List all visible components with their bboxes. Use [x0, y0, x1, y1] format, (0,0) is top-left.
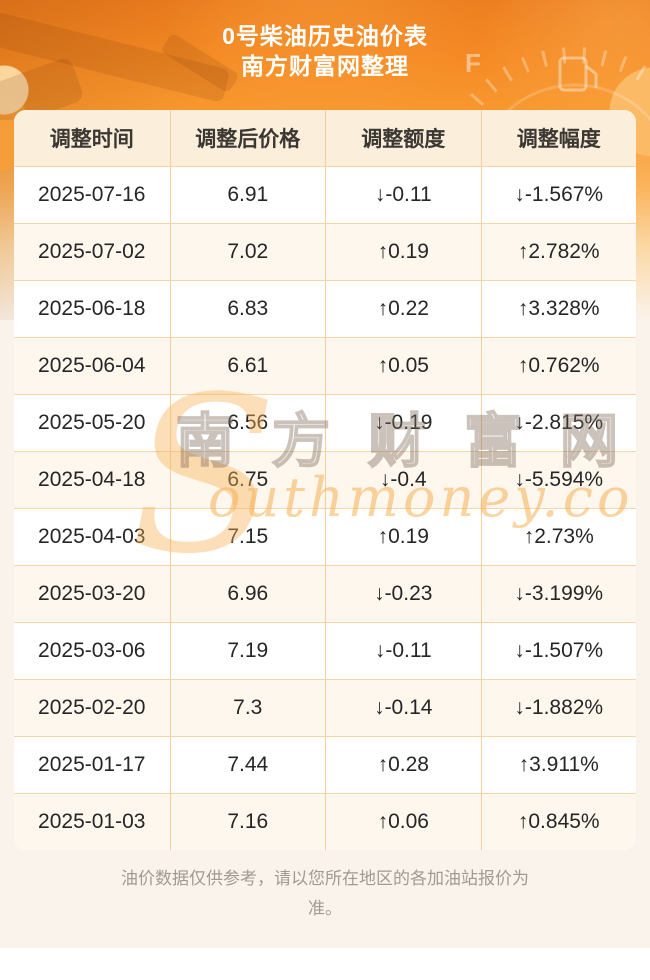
change-pct-cell: ↓-5.594%: [480, 452, 637, 508]
change-pct-cell: ↑2.73%: [480, 509, 637, 565]
change-pct-cell: ↓-1.567%: [480, 167, 637, 223]
disclaimer-text: 油价数据仅供参考，请以您所在地区的各加油站报价为准。: [121, 869, 529, 918]
price-cell: 7.15: [169, 509, 326, 565]
table-row: 2025-07-02 7.02 ↑0.19 ↑2.782%: [14, 223, 636, 280]
table-row: 2025-03-20 6.96 ↓-0.23 ↓-3.199%: [14, 565, 636, 622]
date-cell: 2025-06-18: [38, 297, 146, 320]
price-cell: 6.56: [169, 395, 326, 451]
table-row: 2025-06-04 6.61 ↑0.05 ↑0.762%: [14, 337, 636, 394]
table-row: 2025-04-03 7.15 ↑0.19 ↑2.73%: [14, 508, 636, 565]
page-title: 0号柴油历史油价表: [222, 23, 428, 49]
price-cell: 6.91: [169, 167, 326, 223]
table-body: 2025-07-16 6.91 ↓-0.11 ↓-1.567% 2025-07-…: [14, 166, 636, 850]
price-cell: 6.96: [169, 566, 326, 622]
page-subtitle: 南方财富网整理: [241, 53, 409, 79]
table-row: 2025-05-20 6.56 ↓-0.19 ↓-2.815%: [14, 394, 636, 451]
footer-disclaimer: 油价数据仅供参考，请以您所在地区的各加油站报价为准。: [65, 864, 585, 924]
change-pct-cell: ↓-1.882%: [480, 680, 637, 736]
date-cell: 2025-04-03: [38, 525, 146, 548]
price-cell: 7.44: [169, 737, 326, 793]
change-pct-cell: ↑0.845%: [480, 794, 637, 850]
table-row: 2025-02-20 7.3 ↓-0.14 ↓-1.882%: [14, 679, 636, 736]
date-cell: 2025-01-03: [38, 810, 146, 833]
change-cell: ↑0.19: [325, 509, 481, 565]
change-pct-cell: ↓-3.199%: [480, 566, 637, 622]
change-pct-cell: ↑0.762%: [480, 338, 637, 394]
change-cell: ↓-0.4: [325, 452, 481, 508]
column-header-change-amount: 调整额度: [325, 110, 481, 166]
date-cell: 2025-04-18: [38, 468, 146, 491]
change-pct-cell: ↓-1.507%: [480, 623, 637, 679]
change-pct-cell: ↑3.911%: [480, 737, 637, 793]
price-cell: 7.3: [169, 680, 326, 736]
date-cell: 2025-06-04: [38, 354, 146, 377]
change-cell: ↓-0.11: [325, 623, 481, 679]
table-row: 2025-07-16 6.91 ↓-0.11 ↓-1.567%: [14, 166, 636, 223]
price-cell: 7.16: [169, 794, 326, 850]
change-cell: ↑0.05: [325, 338, 481, 394]
change-pct-cell: ↓-2.815%: [480, 395, 637, 451]
date-cell: 2025-07-02: [38, 240, 146, 263]
change-cell: ↓-0.23: [325, 566, 481, 622]
price-cell: 7.19: [169, 623, 326, 679]
change-cell: ↓-0.14: [325, 680, 481, 736]
date-cell: 2025-01-17: [38, 753, 146, 776]
table-row: 2025-03-06 7.19 ↓-0.11 ↓-1.507%: [14, 622, 636, 679]
change-pct-cell: ↑2.782%: [480, 224, 637, 280]
table-row: 2025-01-17 7.44 ↑0.28 ↑3.911%: [14, 736, 636, 793]
column-header-adjust-date: 调整时间: [49, 128, 134, 151]
price-cell: 7.02: [169, 224, 326, 280]
table-header-row: 调整时间 调整后价格 调整额度 调整幅度: [14, 110, 636, 166]
price-cell: 6.83: [169, 281, 326, 337]
table-row: 2025-06-18 6.83 ↑0.22 ↑3.328%: [14, 280, 636, 337]
change-cell: ↓-0.19: [325, 395, 481, 451]
change-pct-cell: ↑3.328%: [480, 281, 637, 337]
date-cell: 2025-05-20: [38, 411, 146, 434]
price-cell: 6.61: [169, 338, 326, 394]
change-cell: ↑0.06: [325, 794, 481, 850]
change-cell: ↑0.28: [325, 737, 481, 793]
change-cell: ↑0.19: [325, 224, 481, 280]
change-cell: ↑0.22: [325, 281, 481, 337]
column-header-change-pct: 调整幅度: [480, 110, 637, 166]
column-header-price-after: 调整后价格: [169, 110, 326, 166]
date-cell: 2025-03-20: [38, 582, 146, 605]
price-cell: 6.75: [169, 452, 326, 508]
date-cell: 2025-02-20: [38, 696, 146, 719]
date-cell: 2025-07-16: [38, 183, 146, 206]
date-cell: 2025-03-06: [38, 639, 146, 662]
table-row: 2025-04-18 6.75 ↓-0.4 ↓-5.594%: [14, 451, 636, 508]
table-row: 2025-01-03 7.16 ↑0.06 ↑0.845%: [14, 793, 636, 850]
change-cell: ↓-0.11: [325, 167, 481, 223]
banner-title: 0号柴油历史油价表 南方财富网整理: [0, 21, 650, 81]
bottom-white-strip: [0, 948, 650, 980]
price-table-card: 调整时间 调整后价格 调整额度 调整幅度 2025-07-16 6.91 ↓-0…: [14, 110, 636, 850]
